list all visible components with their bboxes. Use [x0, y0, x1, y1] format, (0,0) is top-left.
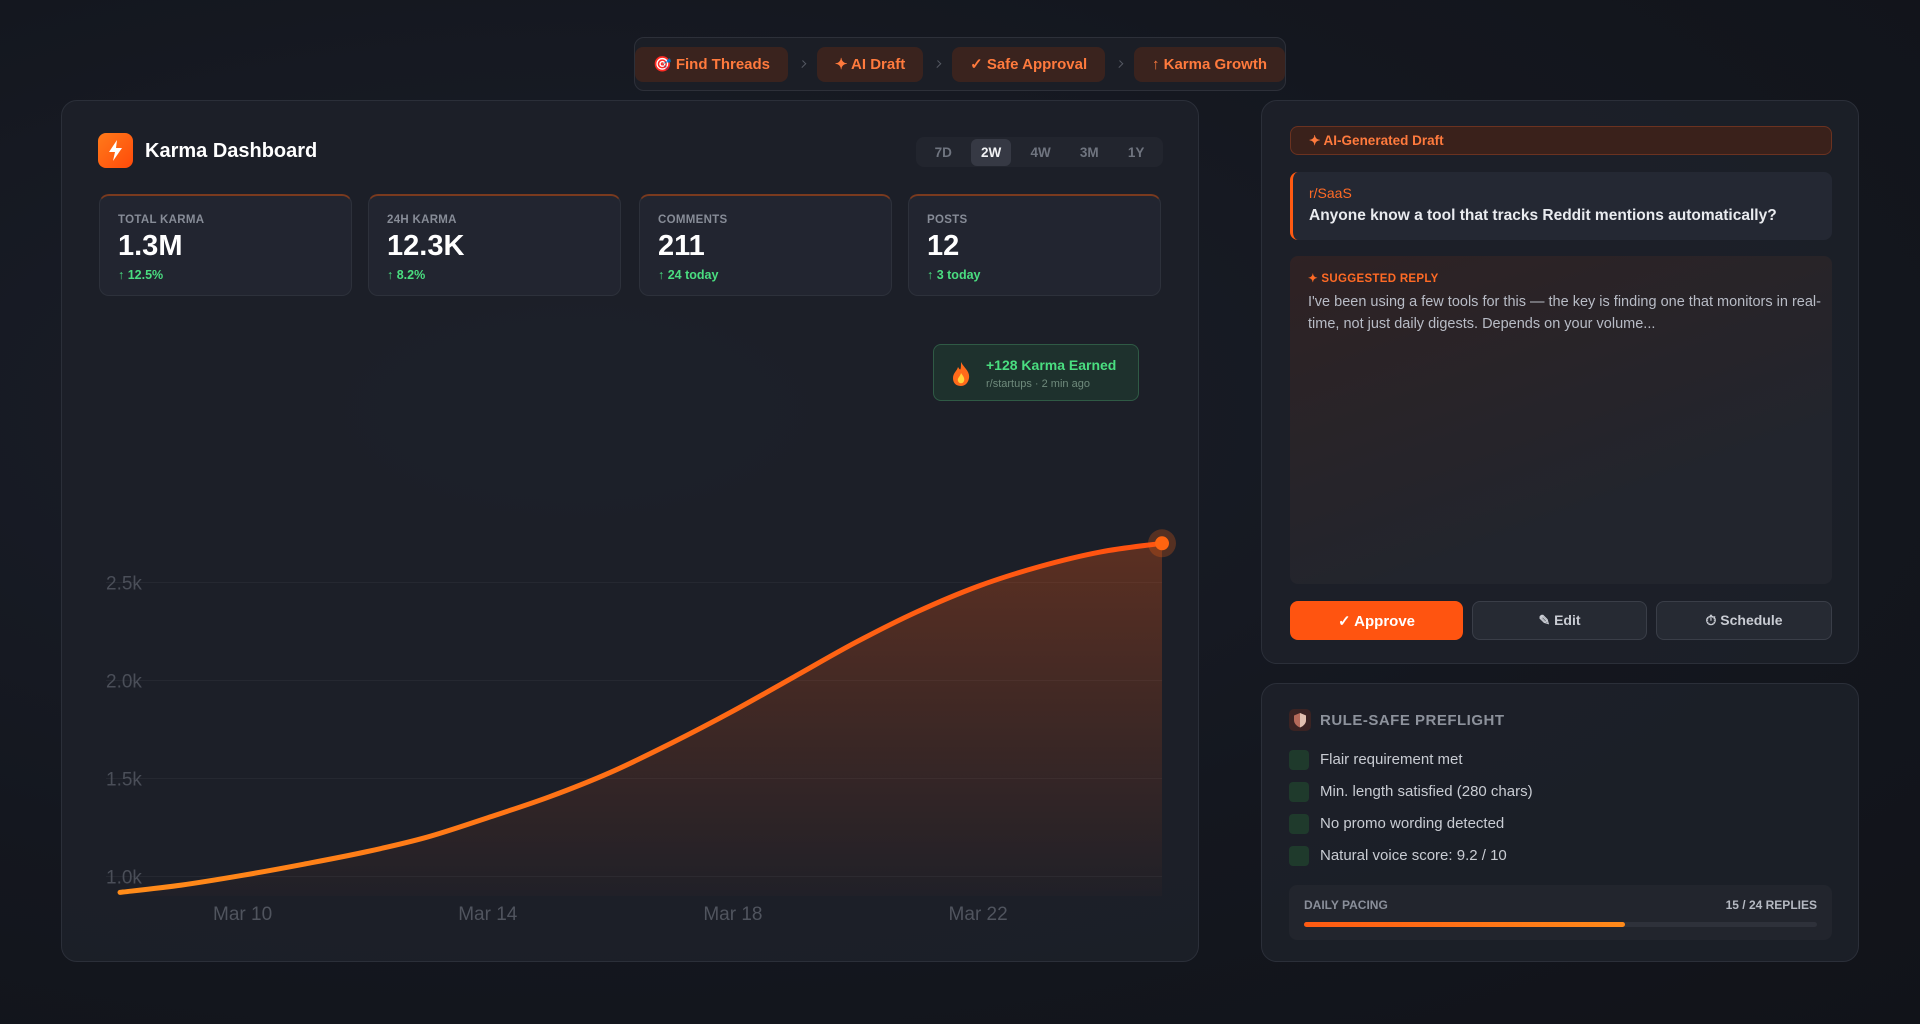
- stat-value: 12.3K: [387, 230, 465, 262]
- pacing-count: 15 / 24 REPLIES: [1725, 898, 1817, 912]
- x-tick-label: Mar 22: [949, 904, 1008, 925]
- subreddit: r/SaaS: [1309, 185, 1352, 201]
- flame-icon: [953, 362, 970, 386]
- reply-box: ✦ SUGGESTED REPLY I've been using a few …: [1290, 256, 1832, 584]
- range-tab[interactable]: 1Y: [1127, 144, 1145, 160]
- range-tabs: 7D 2W 4W 3M 1Y: [916, 137, 1163, 167]
- check-box: [1289, 814, 1309, 834]
- workflow-nav: 🎯 Find Threads ✦ AI Draft ✓ Safe Approval ↑…: [634, 37, 1286, 91]
- thread-question: Anyone know a tool that tracks Reddit me…: [1309, 207, 1777, 224]
- check-text: No promo wording detected: [1320, 815, 1505, 832]
- range-tab[interactable]: 3M: [1079, 144, 1099, 160]
- toast-subtitle: r/startups · 2 min ago: [986, 378, 1090, 390]
- y-tick-label: 2.5k: [106, 574, 142, 595]
- stat-label: COMMENTS: [658, 214, 728, 226]
- range-tab[interactable]: 2W: [971, 138, 1012, 166]
- logo-icon: [98, 133, 133, 168]
- nav-separator: [933, 60, 942, 68]
- stat-change: ↑ 3 today: [927, 268, 981, 282]
- check-box: [1289, 782, 1309, 802]
- karma-line: [117, 540, 1165, 895]
- schedule-button[interactable]: ⏱ Schedule: [1656, 601, 1832, 640]
- x-tick-label: Mar 14: [458, 904, 518, 925]
- stat-change: ↑ 8.2%: [387, 268, 426, 282]
- bolt-icon: [109, 140, 122, 161]
- check-text: Flair requirement met: [1320, 751, 1463, 768]
- range-tab[interactable]: 7D: [934, 144, 952, 160]
- approve-button[interactable]: ✓ Approve: [1290, 601, 1463, 640]
- dashboard-title: Karma Dashboard: [145, 140, 318, 162]
- nav-step[interactable]: ↑ Karma Growth: [1133, 46, 1285, 82]
- x-tick-label: Mar 18: [703, 904, 762, 925]
- shield-glyph: [1294, 713, 1306, 728]
- check-box: [1289, 750, 1309, 770]
- line-area: [120, 543, 1162, 897]
- stat-value: 12: [927, 230, 960, 262]
- nav-step[interactable]: 🎯 Find Threads: [635, 46, 789, 82]
- pacing-fill: [1304, 922, 1625, 927]
- x-tick-label: Mar 10: [213, 904, 272, 925]
- preflight-card: RULE-SAFE PREFLIGHT DAILY PACING 15 / 24…: [1261, 683, 1859, 962]
- draft-badge: ✦ AI-Generated Draft: [1290, 126, 1832, 155]
- reply-text: I've been using a few tools for this — t…: [1308, 294, 1821, 332]
- nav-separator: [798, 60, 807, 68]
- stat-card: TOTAL KARMA 1.3M ↑ 12.5%: [99, 194, 352, 296]
- y-tick-label: 1.0k: [106, 868, 142, 889]
- stat-change: ↑ 12.5%: [118, 268, 164, 282]
- stat-label: 24H KARMA: [387, 214, 457, 226]
- y-tick-label: 1.5k: [106, 770, 142, 791]
- nav-separator: [1115, 60, 1124, 68]
- check-text: Min. length satisfied (280 chars): [1320, 783, 1533, 800]
- stat-value: 1.3M: [118, 230, 183, 262]
- check-box: [1289, 846, 1309, 866]
- edit-button[interactable]: ✎ Edit: [1472, 601, 1647, 640]
- endpoint-dot: [1155, 536, 1169, 551]
- check-text: Natural voice score: 9.2 / 10: [1320, 847, 1507, 864]
- stat-label: TOTAL KARMA: [118, 214, 205, 226]
- draft-card: ✦ AI-Generated Draft r/SaaS Anyone know …: [1261, 100, 1859, 664]
- reply-heading: ✦ SUGGESTED REPLY: [1308, 273, 1439, 285]
- karma-chart: 1.0k 1.5k 2.0k 2.5k Mar 10 Mar 14 Mar 18 Mar 22: [106, 529, 1176, 925]
- dashboard-card: 1.0k 1.5k 2.0k 2.5k Mar 10 Mar 14 Mar 18 Mar 22…: [61, 100, 1199, 962]
- shield-icon: [1289, 709, 1311, 731]
- stat-change: ↑ 24 today: [658, 268, 719, 282]
- pacing-label: DAILY PACING: [1304, 898, 1388, 912]
- karma-toast: +128 Karma Earned r/startups · 2 min ago: [933, 344, 1139, 401]
- nav-step[interactable]: ✓ Safe Approval: [952, 46, 1106, 82]
- toast-title: +128 Karma Earned: [986, 357, 1117, 373]
- stat-label: POSTS: [927, 214, 968, 226]
- nav-step[interactable]: ✦ AI Draft: [816, 46, 924, 82]
- stat-value: 211: [658, 230, 705, 262]
- preflight-title: RULE-SAFE PREFLIGHT: [1320, 712, 1505, 729]
- stat-card: 24H KARMA 12.3K ↑ 8.2%: [368, 194, 621, 296]
- y-tick-label: 2.0k: [106, 672, 142, 693]
- stat-card: POSTS 12 ↑ 3 today: [908, 194, 1161, 296]
- pacing-box: DAILY PACING 15 / 24 REPLIES: [1289, 885, 1832, 940]
- pacing-track: [1304, 922, 1817, 927]
- range-tab[interactable]: 4W: [1030, 144, 1051, 160]
- stat-card: COMMENTS 211 ↑ 24 today: [639, 194, 892, 296]
- thread-box: r/SaaS Anyone know a tool that tracks Re…: [1290, 172, 1832, 240]
